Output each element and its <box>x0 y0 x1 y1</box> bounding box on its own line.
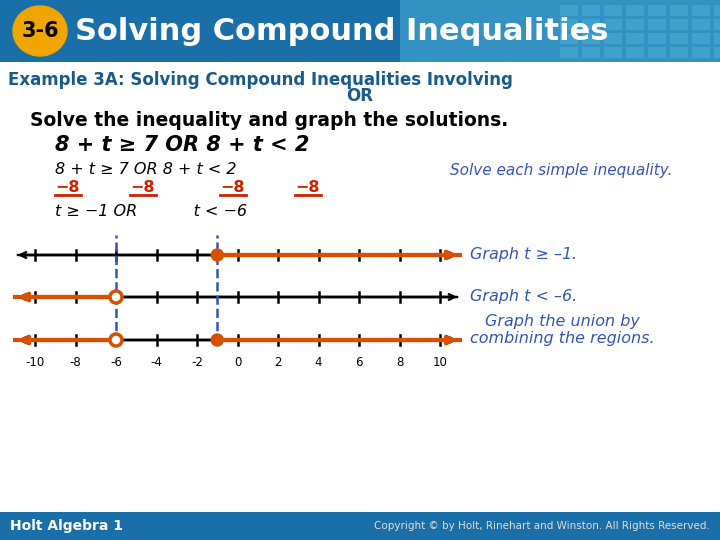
Text: Solving Compound Inequalities: Solving Compound Inequalities <box>75 17 608 45</box>
Circle shape <box>211 249 223 261</box>
Ellipse shape <box>13 6 67 56</box>
Text: 4: 4 <box>315 356 323 369</box>
Bar <box>692 5 710 16</box>
Bar <box>692 33 710 44</box>
Text: 8: 8 <box>396 356 403 369</box>
Circle shape <box>211 334 223 346</box>
Text: Graph t ≥ –1.: Graph t ≥ –1. <box>470 247 577 262</box>
Bar <box>582 47 600 58</box>
Bar <box>604 5 622 16</box>
Bar <box>582 33 600 44</box>
Text: −8: −8 <box>130 179 155 194</box>
Text: Example 3A: Solving Compound Inequalities Involving: Example 3A: Solving Compound Inequalitie… <box>8 71 513 89</box>
Bar <box>692 19 710 30</box>
Bar <box>648 5 666 16</box>
Bar <box>400 0 720 62</box>
Bar <box>604 47 622 58</box>
Bar <box>714 19 720 30</box>
Bar <box>560 5 578 16</box>
Text: Graph the union by
combining the regions.: Graph the union by combining the regions… <box>470 314 654 346</box>
Text: 8 + t ≥ 7 OR 8 + t < 2: 8 + t ≥ 7 OR 8 + t < 2 <box>55 135 310 155</box>
Bar <box>670 33 688 44</box>
Bar <box>648 19 666 30</box>
Bar <box>714 33 720 44</box>
Bar <box>670 5 688 16</box>
Text: t ≥ −1 OR           t < −6: t ≥ −1 OR t < −6 <box>55 205 247 219</box>
Text: -8: -8 <box>70 356 81 369</box>
Text: 3-6: 3-6 <box>21 21 59 41</box>
Bar <box>604 19 622 30</box>
Text: 0: 0 <box>234 356 241 369</box>
Bar <box>626 19 644 30</box>
Text: 8 + t ≥ 7 OR 8 + t < 2: 8 + t ≥ 7 OR 8 + t < 2 <box>55 163 236 178</box>
Bar <box>670 47 688 58</box>
Circle shape <box>110 334 122 346</box>
Text: −8: −8 <box>55 179 79 194</box>
Text: -2: -2 <box>191 356 203 369</box>
Bar <box>670 19 688 30</box>
Bar <box>0 0 720 62</box>
Bar <box>604 33 622 44</box>
Text: Solve each simple inequality.: Solve each simple inequality. <box>450 163 672 178</box>
Text: Holt Algebra 1: Holt Algebra 1 <box>10 519 123 533</box>
Circle shape <box>110 291 122 303</box>
Bar <box>582 19 600 30</box>
Text: Graph t < –6.: Graph t < –6. <box>470 289 577 305</box>
Bar <box>648 33 666 44</box>
Text: OR: OR <box>346 87 374 105</box>
Text: 2: 2 <box>274 356 282 369</box>
Bar <box>714 47 720 58</box>
Text: -6: -6 <box>110 356 122 369</box>
Text: Copyright © by Holt, Rinehart and Winston. All Rights Reserved.: Copyright © by Holt, Rinehart and Winsto… <box>374 521 710 531</box>
Text: −8: −8 <box>220 179 245 194</box>
Text: 6: 6 <box>355 356 363 369</box>
Bar <box>648 47 666 58</box>
Bar <box>714 5 720 16</box>
Text: -4: -4 <box>150 356 163 369</box>
Bar <box>0 512 720 540</box>
Bar <box>692 47 710 58</box>
Bar <box>560 19 578 30</box>
Text: -10: -10 <box>25 356 45 369</box>
Text: 10: 10 <box>433 356 447 369</box>
Bar <box>626 47 644 58</box>
Bar <box>626 5 644 16</box>
Bar <box>626 33 644 44</box>
Bar <box>560 47 578 58</box>
Text: −8: −8 <box>295 179 320 194</box>
Bar <box>582 5 600 16</box>
Bar <box>560 33 578 44</box>
Text: Solve the inequality and graph the solutions.: Solve the inequality and graph the solut… <box>30 111 508 130</box>
